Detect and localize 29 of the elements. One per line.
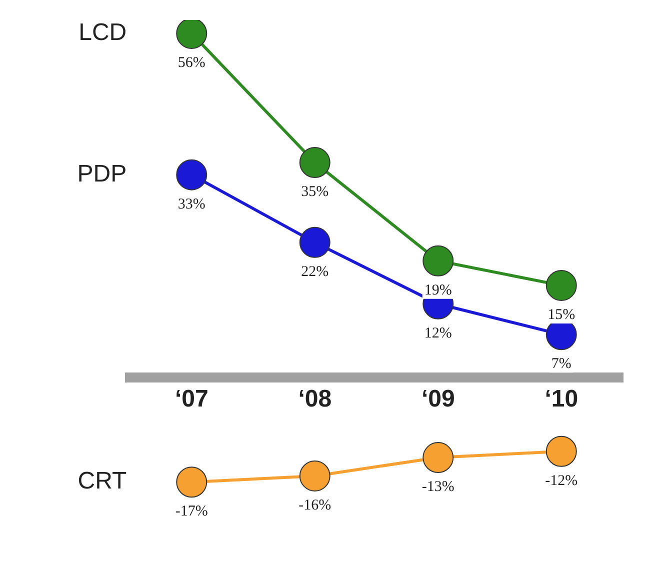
x-tick-label: ‘09 (421, 386, 455, 413)
data-label: 33% (178, 196, 206, 212)
text: PDP (77, 160, 127, 188)
point (299, 147, 330, 178)
point (422, 442, 454, 474)
x-tick-label: ‘10 (544, 386, 578, 413)
data-label: 35% (301, 184, 329, 200)
point (299, 460, 330, 492)
data-label: 7% (551, 356, 572, 372)
data-label: 15% (548, 306, 576, 323)
data-label: 19% (424, 282, 452, 298)
text: CRT (78, 468, 127, 495)
point (176, 159, 208, 190)
point (422, 245, 454, 276)
data-label: -17% (175, 504, 208, 520)
x-tick-label: ‘07 (174, 386, 208, 413)
data-label: -13% (422, 478, 454, 495)
data-label: 12% (424, 325, 452, 342)
data-label: -16% (298, 497, 332, 514)
point (546, 270, 577, 301)
data-label: 22% (301, 264, 329, 280)
point (176, 20, 208, 49)
x-tick-label: ‘08 (298, 386, 332, 413)
data-label: 56% (178, 54, 206, 71)
text: LCD (78, 19, 127, 46)
point (546, 436, 577, 467)
point (299, 226, 330, 258)
point (176, 466, 208, 498)
data-label: -12% (545, 472, 578, 489)
